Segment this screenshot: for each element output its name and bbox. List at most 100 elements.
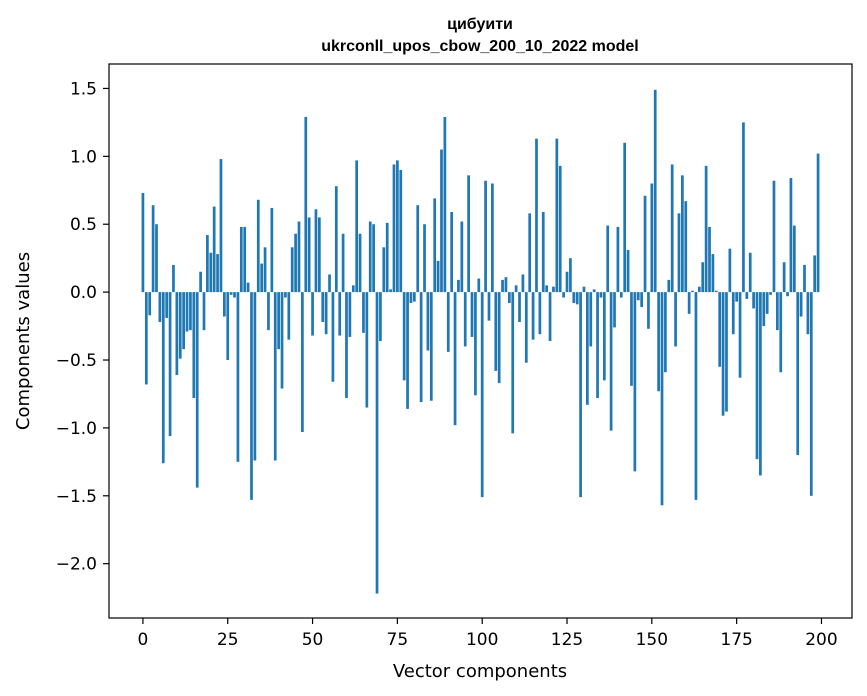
bar [772, 180, 776, 293]
bar [406, 292, 409, 409]
y-tick-label: −1.5 [56, 487, 97, 507]
bars-group [141, 89, 820, 594]
bar [141, 192, 145, 293]
bar [484, 180, 487, 293]
bar [759, 292, 762, 476]
bar [365, 292, 369, 408]
bar [613, 292, 616, 328]
bar [209, 252, 213, 293]
bar [351, 285, 355, 293]
bar [742, 122, 745, 293]
bar [711, 254, 715, 293]
bar [626, 250, 630, 293]
bar [460, 221, 464, 293]
x-tick-label: 125 [551, 630, 583, 650]
bar [752, 292, 755, 309]
bar [806, 292, 810, 335]
bar [307, 217, 311, 293]
bar [725, 292, 728, 412]
bar [433, 198, 437, 293]
bar [660, 292, 664, 506]
y-tick-label: 1.0 [70, 147, 97, 167]
bar [324, 292, 328, 335]
bar [477, 278, 481, 293]
x-tick-label: 150 [636, 630, 668, 650]
bar [677, 213, 681, 293]
bar [531, 292, 535, 340]
bar [246, 282, 250, 293]
bar [809, 292, 813, 496]
bar [362, 292, 365, 333]
bar [745, 292, 749, 299]
bar [355, 160, 359, 293]
bar [290, 247, 294, 293]
bar [596, 292, 599, 399]
bar [467, 175, 470, 293]
bar [379, 292, 382, 341]
x-axis-label: Vector components [393, 661, 567, 682]
bar [450, 212, 454, 293]
bar [748, 252, 752, 293]
bar [375, 292, 379, 594]
bar [172, 264, 175, 293]
bar [786, 292, 789, 297]
bar [491, 183, 494, 293]
bar [667, 279, 671, 293]
bar [331, 292, 335, 382]
bar [606, 225, 610, 293]
bar [345, 292, 348, 399]
x-tick-label: 200 [805, 630, 837, 650]
bar [528, 213, 532, 293]
bar [647, 292, 650, 329]
bar [189, 292, 192, 331]
bar [226, 292, 230, 361]
bar [178, 292, 182, 359]
bar [504, 277, 508, 293]
bar [507, 292, 511, 303]
bar [623, 142, 627, 293]
bar [480, 292, 484, 498]
bar [321, 292, 325, 322]
bar [399, 169, 403, 293]
bar [497, 292, 501, 384]
bar [501, 279, 504, 293]
bar [782, 262, 786, 293]
bar [518, 292, 521, 322]
bar [280, 292, 284, 389]
bar [168, 292, 172, 437]
y-axis-label: Components values [13, 252, 34, 430]
bar [239, 226, 243, 293]
bar [144, 292, 148, 385]
bar [538, 292, 542, 335]
bar [653, 89, 657, 293]
bar [619, 292, 623, 298]
bar [389, 289, 392, 293]
bar [803, 264, 806, 293]
bar [765, 292, 769, 314]
bar [426, 292, 430, 351]
bar [697, 286, 701, 293]
bar [640, 292, 644, 308]
bar [236, 292, 240, 462]
bar [165, 292, 169, 318]
bar [708, 226, 711, 293]
bar [816, 153, 820, 293]
bar [216, 254, 219, 293]
bar [602, 292, 606, 381]
bar [494, 292, 498, 371]
bar [813, 255, 817, 293]
bar [372, 224, 375, 293]
bar [233, 292, 236, 298]
bar [514, 285, 518, 293]
bar [792, 225, 796, 293]
y-tick-label: −1.0 [56, 419, 97, 439]
y-axis-ticks: −2.0 −1.5 −1.0 −0.5 0.0 0.5 1.0 1.5 [56, 79, 109, 575]
bar [334, 186, 338, 293]
bar [769, 292, 772, 295]
bar [229, 292, 233, 295]
bar [558, 165, 562, 293]
x-tick-label: 100 [466, 630, 498, 650]
bar [789, 178, 793, 293]
bar [212, 206, 216, 293]
